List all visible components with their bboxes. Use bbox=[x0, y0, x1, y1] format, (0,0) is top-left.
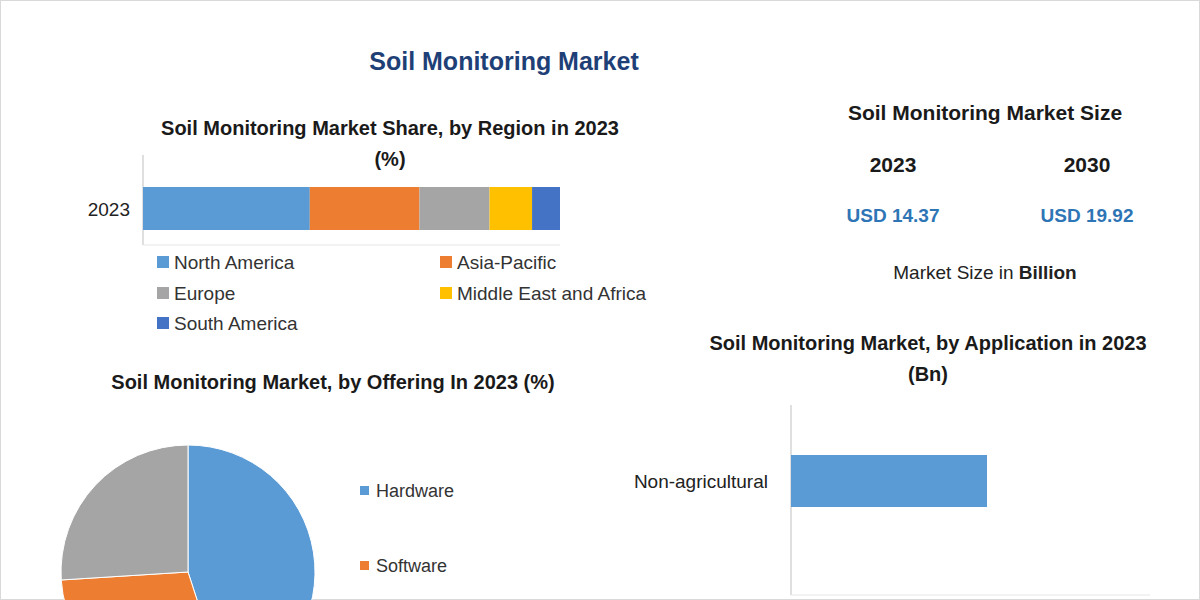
market-value: USD 19.92 bbox=[1041, 205, 1134, 226]
legend-label: South America bbox=[174, 313, 298, 334]
legend-swatch bbox=[157, 287, 169, 299]
bar bbox=[310, 187, 420, 230]
category-label: Non-agricultural bbox=[634, 471, 768, 492]
chart-title: Soil Monitoring Market, by Application i… bbox=[709, 332, 1146, 385]
chart-title: Soil Monitoring Market Share, by Region … bbox=[161, 117, 619, 170]
year: 2023 bbox=[870, 153, 917, 176]
legend-swatch bbox=[157, 317, 169, 329]
panel-title: Soil Monitoring Market Size bbox=[848, 101, 1122, 124]
legend-swatch bbox=[360, 486, 369, 495]
legend-label: Middle East and Africa bbox=[457, 283, 646, 304]
infographic: Soil Monitoring Market Soil Monitoring Ma… bbox=[0, 0, 1200, 600]
marks bbox=[791, 455, 987, 507]
bar bbox=[143, 187, 310, 230]
pie-slice bbox=[188, 445, 315, 600]
bar bbox=[490, 187, 533, 230]
bar bbox=[791, 455, 987, 507]
marks bbox=[143, 187, 560, 230]
unit-text: Market Size in bbox=[893, 262, 1013, 283]
legend-swatch bbox=[440, 287, 452, 299]
category-label: 2023 bbox=[88, 199, 130, 220]
year: 2030 bbox=[1064, 153, 1111, 176]
legend-label: Software bbox=[376, 556, 447, 576]
legend-label: Europe bbox=[174, 283, 235, 304]
pie-slice bbox=[61, 445, 188, 580]
legend-swatch bbox=[157, 256, 169, 268]
unit: Billion bbox=[1019, 262, 1077, 283]
main-title: Soil Monitoring Market bbox=[369, 47, 639, 75]
bar bbox=[419, 187, 489, 230]
value-axis bbox=[791, 595, 1150, 596]
legend-swatch bbox=[440, 256, 452, 268]
frame bbox=[1, 1, 1200, 600]
legend-label: Asia-Pacific bbox=[457, 252, 556, 273]
legend-swatch bbox=[360, 561, 369, 570]
market-value: USD 14.37 bbox=[847, 205, 940, 226]
value-axis bbox=[143, 245, 560, 246]
chart-title: Soil Monitoring Market, by Offering In 2… bbox=[111, 371, 554, 393]
unit-line: Market Size in Billion bbox=[893, 262, 1076, 283]
bar bbox=[532, 187, 560, 230]
legend-label: North America bbox=[174, 252, 295, 273]
legend-label: Hardware bbox=[376, 481, 454, 501]
